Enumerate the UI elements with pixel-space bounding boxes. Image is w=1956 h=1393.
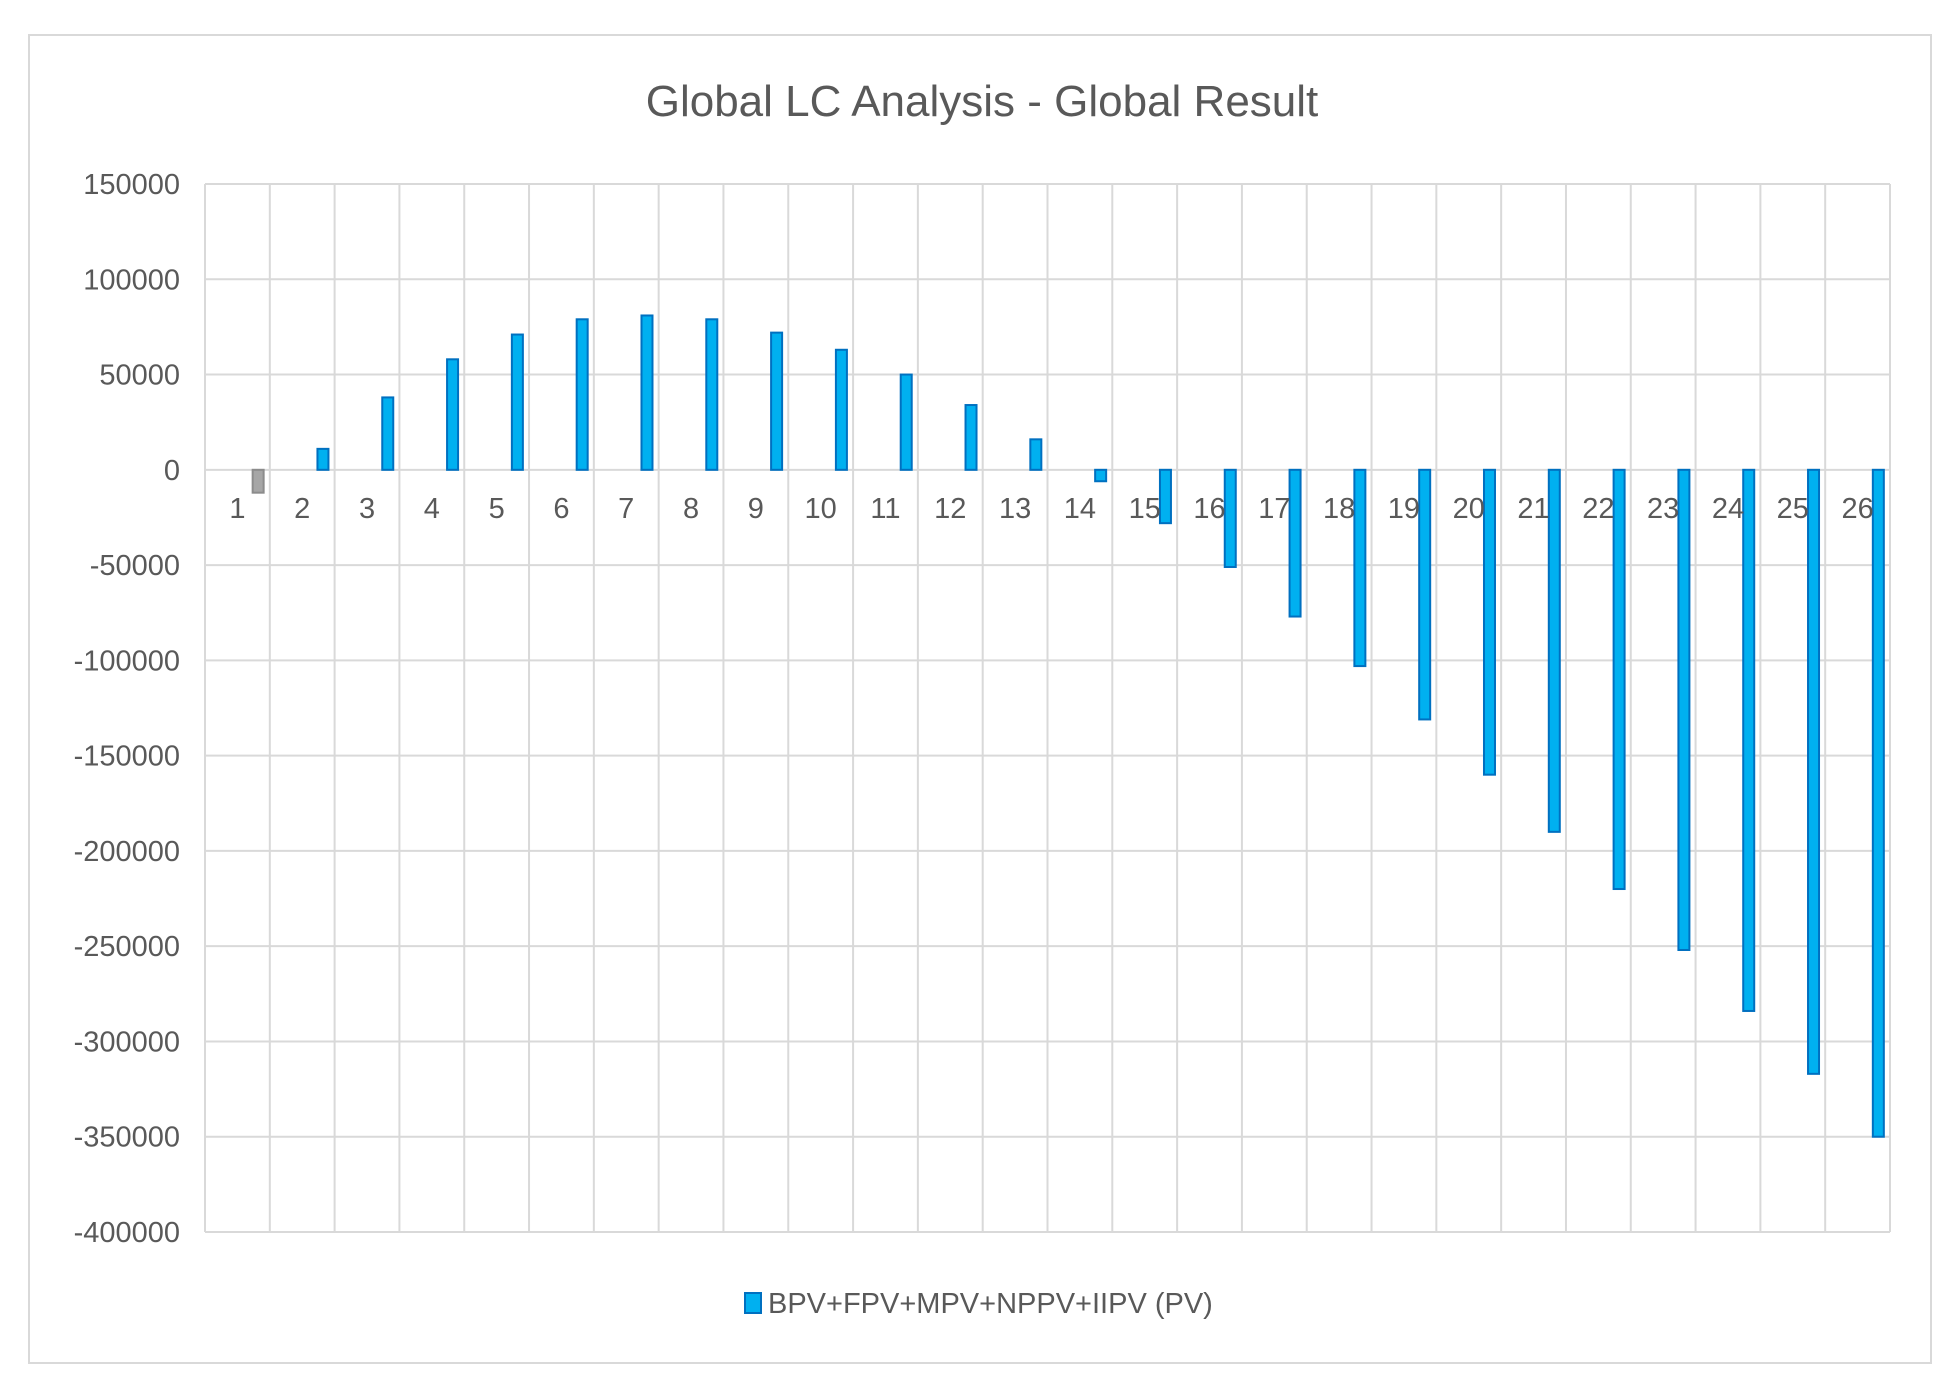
legend-label: BPV+FPV+MPV+NPPV+IIPV (PV)	[768, 1288, 1213, 1320]
bar	[1158, 468, 1172, 525]
y-tick-label: 50000	[99, 360, 180, 392]
x-tick-label: 17	[1258, 493, 1290, 525]
bar	[1612, 468, 1626, 891]
y-tick-label: -400000	[74, 1217, 180, 1249]
bar	[1871, 468, 1885, 1138]
x-tick-label: 13	[999, 493, 1031, 525]
x-tick-label: 14	[1064, 493, 1096, 525]
bar	[640, 314, 654, 471]
chart-title: Global LC Analysis - Global Result	[646, 77, 1319, 126]
y-tick-label: -50000	[90, 550, 180, 582]
y-tick-label: -200000	[74, 836, 180, 868]
y-tick-layer: 150000 100000 50000 0 -50000 -100000 -150000 -2…	[74, 169, 180, 1249]
bar	[899, 373, 913, 471]
bar	[1288, 468, 1302, 618]
bar	[1547, 468, 1561, 833]
chart-svg: Global LC Analysis - Global Result 15000…	[74, 77, 1891, 1320]
x-tick-label: 21	[1517, 493, 1549, 525]
x-tick-label: 9	[748, 493, 764, 525]
y-tick-label: -250000	[74, 931, 180, 963]
y-tick-label: -350000	[74, 1122, 180, 1154]
bar	[834, 348, 848, 471]
y-tick-label: -300000	[74, 1026, 180, 1058]
y-tick-label: 0	[164, 455, 180, 487]
bar	[575, 318, 589, 471]
x-tick-label: 25	[1777, 493, 1809, 525]
y-tick-label: -100000	[74, 645, 180, 677]
bar	[1029, 438, 1043, 471]
x-tick-label: 1	[229, 493, 245, 525]
bar-layer	[251, 314, 1885, 1138]
bar	[964, 404, 978, 471]
legend-swatch	[744, 1292, 762, 1314]
x-tick-label: 15	[1129, 493, 1161, 525]
y-tick-label: -150000	[74, 741, 180, 773]
bar	[1677, 468, 1691, 951]
x-tick-label: 5	[489, 493, 505, 525]
x-tick-label: 23	[1647, 493, 1679, 525]
chart-frame: Global LC Analysis - Global Result 15000…	[28, 34, 1932, 1364]
x-tick-label: 19	[1388, 493, 1420, 525]
x-tick-label: 7	[618, 493, 634, 525]
x-tick-label: 3	[359, 493, 375, 525]
x-tick-label: 18	[1323, 493, 1355, 525]
y-tick-label: 150000	[83, 169, 180, 201]
bar	[1482, 468, 1496, 776]
y-tick-label: 100000	[83, 264, 180, 296]
x-tick-layer: 1 2 3 4 5 6 7 8 9 10 11 12 13 14 15 16 17 18 19 20 21 22 23 24 2…	[229, 493, 1873, 525]
x-tick-label: 26	[1841, 493, 1873, 525]
x-tick-label: 6	[553, 493, 569, 525]
x-tick-label: 20	[1453, 493, 1485, 525]
bar	[770, 331, 784, 471]
bar	[1353, 468, 1367, 668]
grid-layer	[204, 183, 1891, 1233]
x-tick-label: 24	[1712, 493, 1744, 525]
bar	[1094, 468, 1108, 483]
bar	[1223, 468, 1237, 568]
bar	[446, 358, 460, 471]
bar	[316, 447, 330, 471]
bar	[1742, 468, 1756, 1012]
x-tick-label: 11	[870, 493, 900, 525]
bar	[510, 333, 524, 471]
bar	[1807, 468, 1821, 1075]
x-tick-label: 10	[805, 493, 837, 525]
bar	[1418, 468, 1432, 721]
bar	[705, 318, 719, 471]
x-tick-label: 16	[1193, 493, 1225, 525]
x-tick-label: 22	[1582, 493, 1614, 525]
x-tick-label: 12	[934, 493, 966, 525]
legend: BPV+FPV+MPV+NPPV+IIPV (PV)	[744, 1288, 1213, 1320]
x-tick-label: 4	[424, 493, 440, 525]
x-tick-label: 2	[294, 493, 310, 525]
bar	[381, 396, 395, 471]
bar	[251, 468, 265, 494]
x-tick-label: 8	[683, 493, 699, 525]
